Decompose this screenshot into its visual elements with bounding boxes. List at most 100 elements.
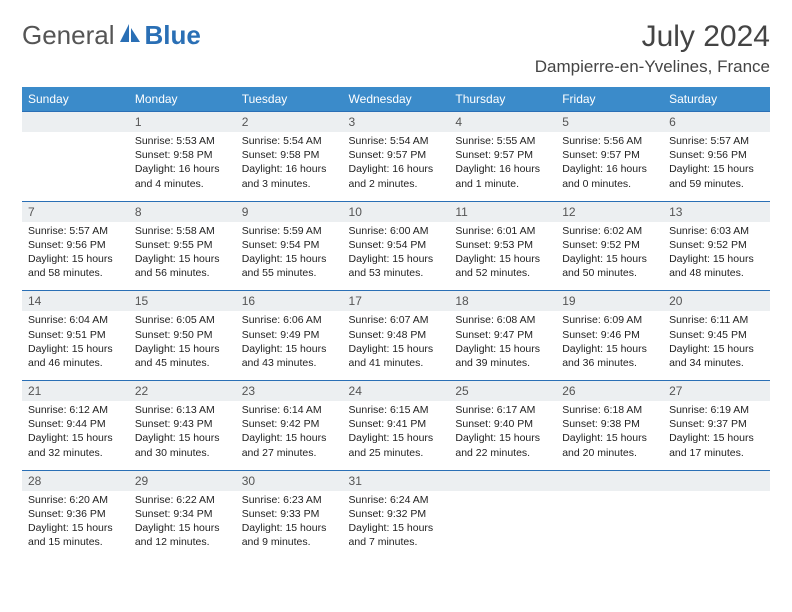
day-info-line: Sunset: 9:45 PM <box>669 328 764 342</box>
day-info-line: and 48 minutes. <box>669 266 764 280</box>
daynum-row: 123456 <box>22 112 770 133</box>
day-number: 10 <box>343 201 450 222</box>
title-block: July 2024 Dampierre-en-Yvelines, France <box>535 20 770 77</box>
dow-header: Friday <box>556 87 663 112</box>
day-number <box>556 470 663 491</box>
day-info-line: Daylight: 15 hours <box>242 252 337 266</box>
day-info-line: and 50 minutes. <box>562 266 657 280</box>
day-info-line: Sunset: 9:34 PM <box>135 507 230 521</box>
brand-logo: General Blue <box>22 20 201 51</box>
day-number: 4 <box>449 112 556 133</box>
day-info-row: Sunrise: 6:12 AMSunset: 9:44 PM Daylight:… <box>22 401 770 470</box>
daynum-row: 21222324252627 <box>22 381 770 402</box>
day-cell: Sunrise: 6:01 AMSunset: 9:53 PMDaylight:… <box>449 222 556 291</box>
day-info-line: Sunrise: 5:59 AM <box>242 224 337 238</box>
day-info-line: Sunset: 9:54 PM <box>242 238 337 252</box>
day-cell: Sunrise: 6:11 AMSunset: 9:45 PMDaylight:… <box>663 311 770 380</box>
day-info-line: Daylight: 15 hours <box>242 342 337 356</box>
day-number: 29 <box>129 470 236 491</box>
day-cell: Sunrise: 5:58 AMSunset: 9:55 PMDaylight:… <box>129 222 236 291</box>
day-info-line: Daylight: 15 hours <box>562 431 657 445</box>
day-info-line: Sunset: 9:38 PM <box>562 417 657 431</box>
day-info-line: Daylight: 15 hours <box>455 431 550 445</box>
day-info-line: Sunset: 9:49 PM <box>242 328 337 342</box>
day-info-line: Sunset: 9:56 PM <box>669 148 764 162</box>
day-cell: Sunrise: 6:06 AMSunset: 9:49 PMDaylight:… <box>236 311 343 380</box>
day-info-line: and 30 minutes. <box>135 446 230 460</box>
day-info-line: Sunset: 9:33 PM <box>242 507 337 521</box>
day-cell: Sunrise: 6:20 AMSunset: 9:36 PMDaylight:… <box>22 491 129 560</box>
day-info-line: Daylight: 15 hours <box>135 521 230 535</box>
day-number: 6 <box>663 112 770 133</box>
day-info-line: Daylight: 15 hours <box>669 252 764 266</box>
header: General Blue July 2024 Dampierre-en-Yvel… <box>22 20 770 77</box>
day-cell: Sunrise: 5:59 AMSunset: 9:54 PMDaylight:… <box>236 222 343 291</box>
day-info-line: Daylight: 15 hours <box>349 521 444 535</box>
day-number: 14 <box>22 291 129 312</box>
dow-header: Saturday <box>663 87 770 112</box>
day-number: 20 <box>663 291 770 312</box>
day-info-line: and 34 minutes. <box>669 356 764 370</box>
day-info-line: Sunset: 9:42 PM <box>242 417 337 431</box>
day-info-line: Sunrise: 6:08 AM <box>455 313 550 327</box>
day-info-line: and 2 minutes. <box>349 177 444 191</box>
day-number: 1 <box>129 112 236 133</box>
dow-header: Thursday <box>449 87 556 112</box>
day-cell <box>663 491 770 560</box>
day-info-line: Sunrise: 6:02 AM <box>562 224 657 238</box>
day-cell: Sunrise: 6:14 AMSunset: 9:42 PMDaylight:… <box>236 401 343 470</box>
day-number: 25 <box>449 381 556 402</box>
day-info-line: Sunset: 9:52 PM <box>669 238 764 252</box>
day-info-line: and 41 minutes. <box>349 356 444 370</box>
dow-header: Tuesday <box>236 87 343 112</box>
day-info-line: Sunrise: 6:15 AM <box>349 403 444 417</box>
day-info-line: Sunset: 9:40 PM <box>455 417 550 431</box>
brand-word-2: Blue <box>145 20 201 51</box>
day-info-line: and 58 minutes. <box>28 266 123 280</box>
day-number: 22 <box>129 381 236 402</box>
day-cell: Sunrise: 6:08 AMSunset: 9:47 PMDaylight:… <box>449 311 556 380</box>
day-info-line: and 46 minutes. <box>28 356 123 370</box>
day-info-line: Sunset: 9:50 PM <box>135 328 230 342</box>
day-number: 5 <box>556 112 663 133</box>
day-info-line: Sunset: 9:55 PM <box>135 238 230 252</box>
day-cell: Sunrise: 6:23 AMSunset: 9:33 PMDaylight:… <box>236 491 343 560</box>
day-number: 17 <box>343 291 450 312</box>
brand-word-1: General <box>22 20 115 51</box>
dow-row: SundayMondayTuesdayWednesdayThursdayFrid… <box>22 87 770 112</box>
day-info-row: Sunrise: 6:20 AMSunset: 9:36 PMDaylight:… <box>22 491 770 560</box>
day-info-line: Sunset: 9:58 PM <box>242 148 337 162</box>
day-info-line: Sunrise: 5:54 AM <box>242 134 337 148</box>
day-cell: Sunrise: 6:00 AMSunset: 9:54 PMDaylight:… <box>343 222 450 291</box>
day-info-line: Sunrise: 5:53 AM <box>135 134 230 148</box>
day-info-line: Sunrise: 6:06 AM <box>242 313 337 327</box>
day-info-line: Sunrise: 6:12 AM <box>28 403 123 417</box>
day-number: 2 <box>236 112 343 133</box>
day-info-line: Sunset: 9:41 PM <box>349 417 444 431</box>
day-number <box>449 470 556 491</box>
day-info-line: Daylight: 15 hours <box>349 252 444 266</box>
sail-icon <box>119 20 141 51</box>
day-info-line: Sunset: 9:44 PM <box>28 417 123 431</box>
day-info-line: and 39 minutes. <box>455 356 550 370</box>
day-info-line: and 32 minutes. <box>28 446 123 460</box>
day-info-line: Sunrise: 6:13 AM <box>135 403 230 417</box>
day-number: 3 <box>343 112 450 133</box>
day-info-line: and 20 minutes. <box>562 446 657 460</box>
day-info-line: and 55 minutes. <box>242 266 337 280</box>
day-info-line: Sunset: 9:51 PM <box>28 328 123 342</box>
day-info-line: Sunrise: 6:17 AM <box>455 403 550 417</box>
day-info-line: and 1 minute. <box>455 177 550 191</box>
day-info-line: Sunset: 9:43 PM <box>135 417 230 431</box>
day-number: 19 <box>556 291 663 312</box>
day-info-line: and 7 minutes. <box>349 535 444 549</box>
day-number: 26 <box>556 381 663 402</box>
day-number: 28 <box>22 470 129 491</box>
day-info-line: Daylight: 15 hours <box>28 521 123 535</box>
day-number: 11 <box>449 201 556 222</box>
calendar-table: SundayMondayTuesdayWednesdayThursdayFrid… <box>22 87 770 559</box>
day-number: 15 <box>129 291 236 312</box>
day-info-line: Sunset: 9:56 PM <box>28 238 123 252</box>
day-number: 21 <box>22 381 129 402</box>
day-info-line: Daylight: 16 hours <box>349 162 444 176</box>
